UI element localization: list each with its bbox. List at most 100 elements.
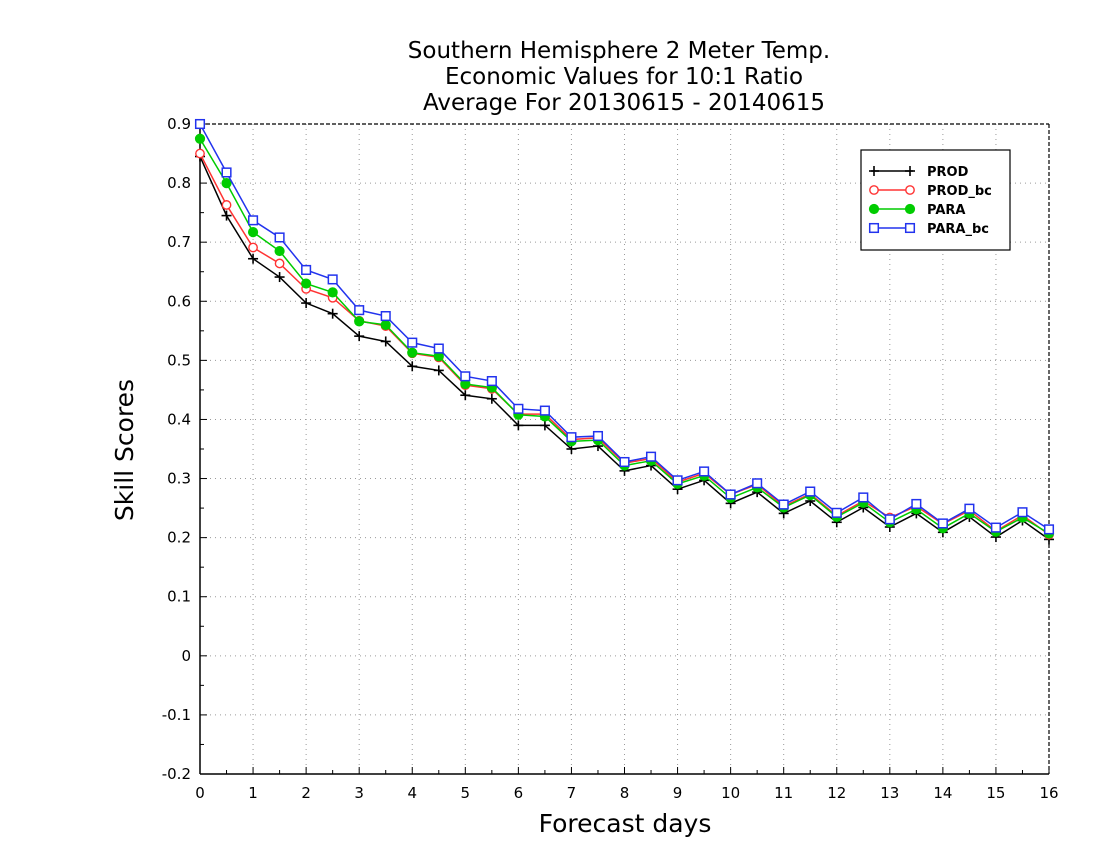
legend-marker-para (904, 203, 916, 215)
data-point-para-bc (619, 456, 630, 468)
data-point-prod (248, 253, 259, 264)
data-point-para-bc (645, 451, 657, 462)
x-tick-label: 3 (354, 784, 364, 802)
data-point-para-bc (858, 492, 869, 503)
x-tick-label: 8 (620, 784, 630, 802)
y-tick-label: 0.6 (167, 292, 191, 310)
data-point-prod (327, 308, 338, 319)
x-tick-label: 12 (827, 784, 846, 802)
x-tick-label: 14 (933, 784, 952, 802)
data-point-para (221, 177, 232, 189)
x-tick-label: 13 (880, 784, 899, 802)
data-point-para-bc (937, 518, 948, 529)
data-point-prod-bc (195, 148, 205, 159)
y-tick-label: -0.2 (162, 765, 191, 783)
data-point-para-bc (301, 264, 312, 276)
legend-label-para: PARA (927, 203, 965, 218)
data-point-prod (301, 298, 312, 309)
x-tick-label: 0 (195, 784, 205, 802)
legend-marker-para-bc (904, 222, 916, 234)
series-layer (194, 118, 1055, 545)
data-point-prod-bc (248, 242, 258, 253)
data-point-para (194, 133, 206, 144)
data-point-prod-bc (274, 258, 285, 269)
chart-title: Southern Hemisphere 2 Meter Temp. Econom… (408, 38, 830, 116)
legend-marker-prod (905, 166, 915, 176)
data-point-prod-bc (221, 200, 232, 210)
axis-layer: 0 1 2 3 4 5 6 7 8 9 10 11 12 13 14 15 16-0.2-0.100.10.20… (162, 115, 1059, 802)
y-tick-label: 0.4 (167, 410, 191, 428)
x-tick-label: 10 (721, 784, 740, 802)
x-tick-label: 15 (986, 784, 1005, 802)
x-tick-label: 1 (248, 784, 258, 802)
y-tick-label: 0.8 (167, 174, 191, 192)
legend-marker-para (868, 203, 880, 215)
legend-item-prod-bc: PROD_bc (869, 184, 992, 199)
data-point-para-bc (274, 232, 285, 243)
data-point-prod (433, 365, 444, 376)
data-point-prod (380, 336, 391, 347)
data-point-para-bc (725, 489, 736, 500)
data-point-prod (486, 393, 497, 404)
legend: PROD PROD_bc PARA PARA_bc (860, 149, 1011, 251)
data-point-para-bc (194, 118, 206, 130)
legend-marker-prod-bc (869, 185, 879, 195)
y-tick-label: 0.2 (167, 529, 191, 547)
y-tick-label: -0.1 (162, 706, 191, 724)
data-point-para-bc (672, 475, 683, 486)
data-point-para (274, 245, 285, 257)
y-tick-label: 0.1 (167, 588, 191, 606)
chart-title-line-2: Economic Values for 10:1 Ratio (445, 64, 803, 90)
data-point-para-bc (990, 522, 1001, 533)
data-point-para-bc (354, 305, 365, 316)
y-tick-label: 0 (181, 647, 191, 665)
data-point-prod (354, 331, 365, 342)
legend-label-prod: PROD (927, 165, 969, 180)
data-point-para-bc (248, 215, 259, 226)
data-point-para-bc (566, 432, 577, 443)
data-point-prod (539, 420, 550, 431)
data-point-prod (460, 390, 471, 401)
data-point-para-bc (1043, 524, 1055, 535)
x-tick-label: 9 (673, 784, 683, 802)
chart-title-line-1: Southern Hemisphere 2 Meter Temp. (408, 38, 830, 64)
data-point-para-bc (884, 514, 895, 525)
data-point-para (354, 316, 365, 327)
data-point-prod (513, 420, 524, 431)
data-point-para-bc (433, 343, 444, 354)
y-tick-label: 0.5 (167, 351, 191, 369)
data-point-prod (221, 210, 232, 221)
legend-item-para: PARA (868, 203, 965, 218)
legend-label-para-bc: PARA_bc (927, 222, 989, 237)
data-point-para (301, 278, 312, 289)
data-point-para-bc (513, 403, 524, 414)
x-axis-title: Forecast days (539, 809, 712, 838)
x-tick-label: 5 (461, 784, 471, 802)
data-point-prod (274, 272, 285, 283)
x-tick-label: 2 (301, 784, 311, 802)
data-point-para (380, 319, 391, 331)
data-point-para-bc (1017, 507, 1028, 518)
x-tick-label: 11 (774, 784, 793, 802)
legend-marker-para-bc (868, 222, 880, 234)
x-tick-label: 16 (1039, 784, 1058, 802)
data-point-para-bc (592, 430, 604, 442)
data-point-para-bc (380, 310, 391, 322)
y-tick-label: 0.7 (167, 233, 191, 251)
y-axis-title: Skill Scores (110, 379, 139, 521)
data-point-para-bc (327, 274, 338, 285)
legend-item-prod: PROD (869, 165, 969, 180)
series-para-bc (194, 118, 1055, 535)
chart-title-line-3: Average For 20130615 - 20140615 (423, 90, 825, 116)
data-point-para-bc (805, 486, 816, 497)
x-tick-label: 7 (567, 784, 577, 802)
data-point-para-bc (699, 466, 710, 477)
data-point-para-bc (539, 405, 550, 416)
data-point-para-bc (752, 478, 763, 489)
data-point-para-bc (486, 375, 497, 387)
legend-box (860, 149, 1011, 251)
data-point-para (327, 287, 338, 298)
data-point-para (407, 347, 418, 358)
